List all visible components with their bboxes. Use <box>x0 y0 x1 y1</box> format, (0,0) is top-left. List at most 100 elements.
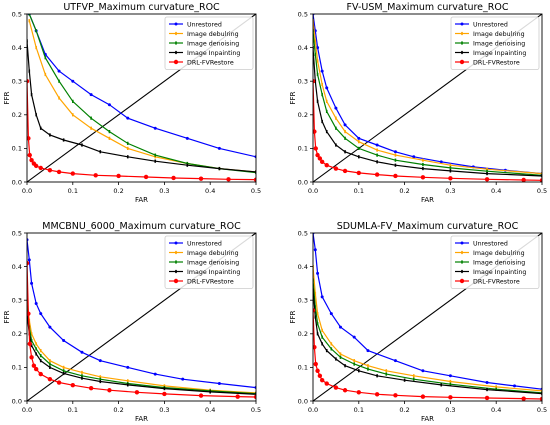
chart-title: MMCBNU_6000_Maximum curvature_ROC <box>42 221 241 232</box>
data-point <box>344 130 346 134</box>
data-point <box>393 393 398 398</box>
data-point <box>70 383 76 388</box>
y-tick-label: 0.4 <box>298 263 308 271</box>
data-point <box>47 168 53 173</box>
series-image-inpainting <box>313 288 542 396</box>
data-point <box>31 363 37 368</box>
x-axis-label: FAR <box>135 196 148 204</box>
data-point <box>72 99 74 103</box>
x-tick-label: 0.1 <box>354 406 364 414</box>
legend-label: Image debulring <box>473 31 525 38</box>
data-point <box>316 99 319 103</box>
data-point <box>62 365 65 369</box>
y-tick-label: 0.2 <box>298 111 308 119</box>
x-tick-label: 0.5 <box>251 406 261 414</box>
data-point <box>198 176 204 181</box>
data-point <box>49 365 51 369</box>
data-point <box>72 113 74 117</box>
data-point <box>198 393 204 398</box>
data-point <box>486 172 488 176</box>
legend-entry-drl-fvrestore: DRL-FVRestore <box>169 59 234 66</box>
data-point <box>353 362 356 366</box>
data-point <box>35 46 37 50</box>
x-tick-label: 0.2 <box>113 187 123 195</box>
data-point <box>171 175 176 181</box>
data-point <box>321 342 323 346</box>
x-tick-label: 0.5 <box>537 406 547 414</box>
x-tick-label: 0.1 <box>68 406 78 414</box>
y-tick-label: 0.5 <box>298 229 308 237</box>
y-tick-label: 0.1 <box>12 145 22 153</box>
x-axis-label: FAR <box>421 196 434 204</box>
y-tick-label: 0.1 <box>298 145 308 153</box>
data-point <box>321 93 323 97</box>
legend-marker <box>175 41 177 45</box>
plot-area <box>313 14 542 182</box>
data-point <box>316 72 319 77</box>
data-point <box>316 322 319 326</box>
data-point <box>412 377 415 381</box>
data-point <box>80 350 84 354</box>
data-point <box>330 347 333 351</box>
y-axis-label: FFR <box>3 91 11 104</box>
legend-label: Image Inpainting <box>473 269 526 276</box>
data-point <box>153 372 157 376</box>
y-axis-label: FFR <box>289 310 297 323</box>
legend-label: Image debulring <box>473 250 525 257</box>
data-point <box>49 133 51 137</box>
data-point <box>253 177 256 182</box>
data-point <box>99 150 102 154</box>
data-point <box>338 325 342 329</box>
data-point <box>163 384 166 388</box>
data-point <box>107 103 111 107</box>
data-point <box>319 159 325 165</box>
data-point <box>449 379 452 384</box>
data-point <box>329 312 333 316</box>
data-point <box>513 384 517 388</box>
legend-entry-unrestored: Unrestored <box>169 21 222 28</box>
data-point <box>374 392 380 397</box>
chart-title: FV-USM_Maximum curvature_ROC <box>347 2 509 13</box>
y-axis-label: FFR <box>289 91 297 104</box>
data-point <box>448 395 453 400</box>
y-tick-label: 0.5 <box>298 10 308 18</box>
data-point <box>375 143 379 147</box>
chart-panel-3: MMCBNU_6000_Maximum curvature_ROC 0.0 0.1 0… <box>3 221 261 423</box>
data-point <box>521 177 526 182</box>
data-point <box>27 152 32 158</box>
legend-entry-drl-fvrestore: DRL-FVRestore <box>455 59 520 66</box>
data-point <box>421 369 425 373</box>
legend-marker <box>461 250 463 255</box>
legend-marker <box>459 59 465 65</box>
data-point <box>357 136 361 140</box>
series-line-unrestored <box>27 239 256 389</box>
data-point <box>358 155 360 159</box>
data-point <box>30 281 34 285</box>
data-point <box>440 383 443 387</box>
data-point <box>90 126 92 130</box>
data-point <box>108 130 111 134</box>
x-tick-label: 0.3 <box>159 187 169 195</box>
data-point <box>47 376 53 382</box>
data-point <box>342 168 348 174</box>
data-point <box>313 361 318 367</box>
data-point <box>394 158 397 162</box>
data-point <box>335 143 337 147</box>
axes-frame <box>312 232 543 402</box>
y-tick-label: 0.1 <box>298 364 308 372</box>
x-tick-label: 0.3 <box>445 406 455 414</box>
legend-entry-image-inpainting: Image Inpainting <box>455 50 526 57</box>
data-point <box>539 396 542 401</box>
data-point <box>339 352 342 356</box>
x-tick-label: 0.1 <box>68 187 78 195</box>
legend-marker <box>175 31 177 36</box>
y-tick-label: 0.1 <box>12 364 22 372</box>
data-point <box>29 355 34 360</box>
series-line-image-inpainting <box>313 47 542 177</box>
data-point <box>324 163 329 168</box>
legend-label: DRL-FVRestore <box>187 278 234 285</box>
data-point <box>449 166 452 170</box>
y-tick-label: 0.2 <box>12 111 22 119</box>
data-point <box>81 370 83 375</box>
legend-entry-image-debulring: Image debulring <box>455 250 525 257</box>
